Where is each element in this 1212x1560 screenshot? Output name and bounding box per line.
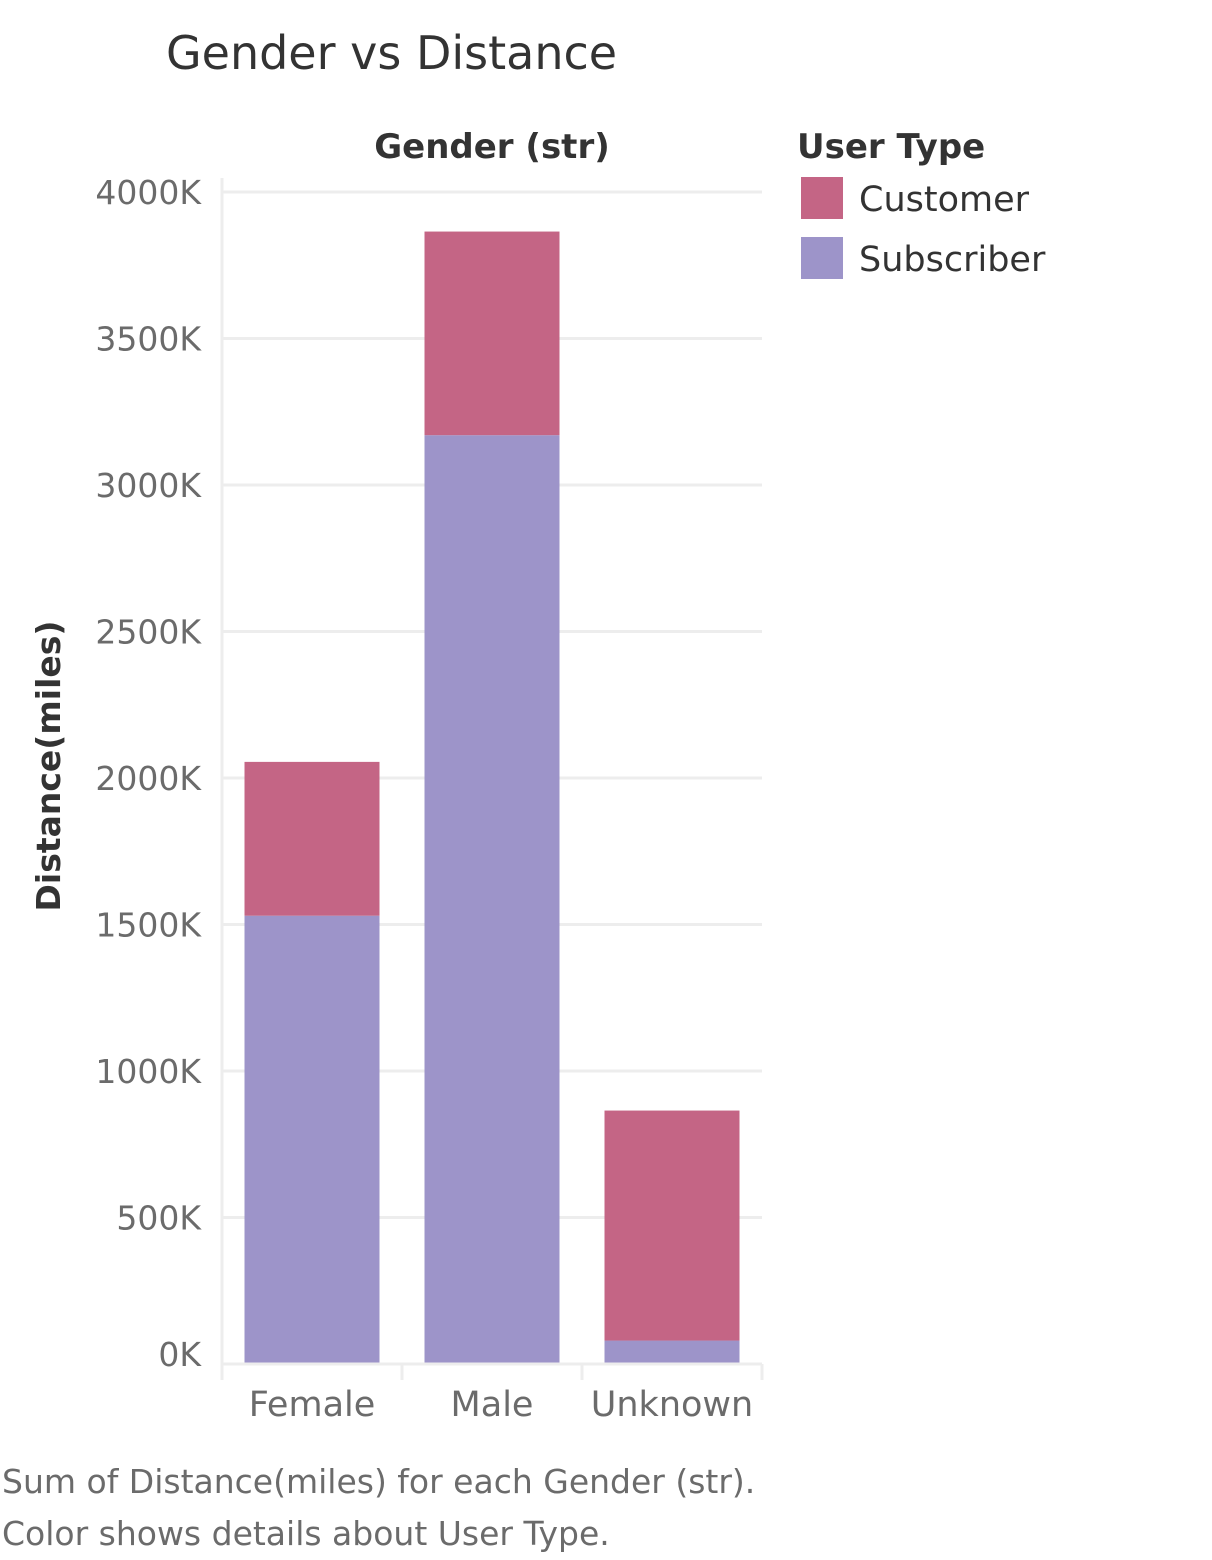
- y-tick-label: 1500K: [95, 906, 202, 945]
- column-header: Gender (str): [374, 127, 610, 167]
- bar-female-subscriber[interactable]: [244, 915, 380, 1364]
- x-tick-label: Unknown: [591, 1385, 753, 1425]
- chart-title: Gender vs Distance: [166, 26, 618, 80]
- bar-female-customer[interactable]: [244, 761, 380, 916]
- y-axis-title: Distance(miles): [29, 620, 68, 911]
- bar-unknown-subscriber[interactable]: [604, 1340, 740, 1364]
- stacked-bar-chart: 0K 500K 1000K 1500K 2000K 2500K 3000K 3500K 4000…: [29, 127, 1046, 1425]
- y-tick-label: 500K: [116, 1199, 202, 1238]
- legend-label-subscriber: Subscriber: [859, 240, 1046, 280]
- axes: 0K 500K 1000K 1500K 2000K 2500K 3000K 3500K 4000…: [95, 173, 764, 1425]
- legend: User Type Customer Subscriber: [797, 127, 1046, 280]
- x-tick-label: Female: [249, 1385, 376, 1425]
- legend-label-customer: Customer: [859, 180, 1030, 220]
- y-tick-label: 0K: [158, 1335, 202, 1374]
- bar-male-subscriber[interactable]: [424, 435, 560, 1364]
- y-tick-label: 1000K: [95, 1052, 202, 1091]
- x-tick-label: Male: [451, 1385, 534, 1425]
- bar-male-customer[interactable]: [424, 231, 560, 436]
- bars: [244, 231, 740, 1364]
- chart-caption: Sum of Distance(miles) for each Gender (…: [2, 1462, 756, 1553]
- y-tick-label: 2500K: [95, 613, 202, 652]
- bar-unknown-customer[interactable]: [604, 1110, 740, 1341]
- y-tick-label: 2000K: [95, 759, 202, 798]
- legend-title: User Type: [797, 127, 985, 167]
- y-tick-label: 3000K: [95, 466, 202, 505]
- legend-swatch-subscriber[interactable]: [801, 237, 843, 279]
- y-tick-label: 4000K: [95, 173, 202, 212]
- y-tick-label: 3500K: [95, 320, 202, 359]
- legend-swatch-customer[interactable]: [801, 177, 843, 219]
